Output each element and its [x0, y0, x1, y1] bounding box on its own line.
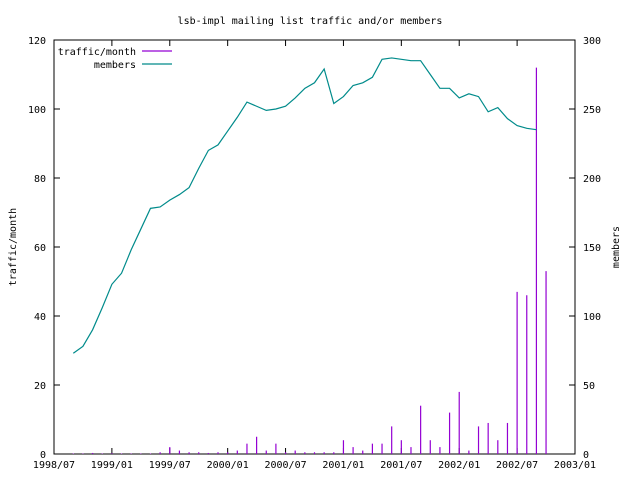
traffic-impulses: [72, 67, 547, 454]
right-axis: 0 50 100 150 200 250 300: [569, 36, 601, 461]
x-tick-label: 2001/07: [380, 460, 422, 471]
right-tick-label: 50: [583, 381, 595, 392]
left-tick-label: 80: [34, 174, 46, 185]
right-tick-label: 300: [583, 36, 601, 47]
x-tick-label: 2002/01: [438, 460, 480, 471]
x-tick-label: 1999/07: [149, 460, 191, 471]
x-tick-label: 2002/07: [496, 460, 538, 471]
x-tick-label: 2000/07: [264, 460, 306, 471]
x-tick-label: 1998/07: [33, 460, 75, 471]
right-tick-label: 100: [583, 312, 601, 323]
left-tick-label: 120: [28, 36, 46, 47]
legend-label: traffic/month: [58, 47, 136, 58]
left-tick-label: 60: [34, 243, 46, 254]
left-axis: 0 20 40 60 80 100 120: [28, 36, 575, 461]
members-line-path: [72, 57, 537, 354]
left-tick-label: 0: [40, 450, 46, 461]
right-tick-label: 150: [583, 243, 601, 254]
legend: traffic/month members: [58, 47, 172, 71]
right-tick-label: 0: [583, 450, 589, 461]
right-tick-label: 250: [583, 105, 601, 116]
left-tick-label: 40: [34, 312, 46, 323]
members-line: [72, 57, 537, 354]
right-tick-label: 200: [583, 174, 601, 185]
x-tick-label: 2001/01: [322, 460, 364, 471]
x-tick-label: 2000/01: [207, 460, 249, 471]
legend-label: members: [94, 60, 136, 71]
x-tick-label: 1999/01: [91, 460, 133, 471]
x-tick-label: 2003/01: [554, 460, 596, 471]
x-axis: 1998/07 1999/01 1999/07 2000/01 2000/07 2001/…: [33, 40, 596, 471]
ylabel-left: traffic/month: [8, 208, 19, 286]
left-tick-label: 20: [34, 381, 46, 392]
left-tick-label: 100: [28, 105, 46, 116]
ylabel-right: members: [611, 226, 622, 268]
chart-title: lsb-impl mailing list traffic and/or mem…: [178, 16, 443, 27]
